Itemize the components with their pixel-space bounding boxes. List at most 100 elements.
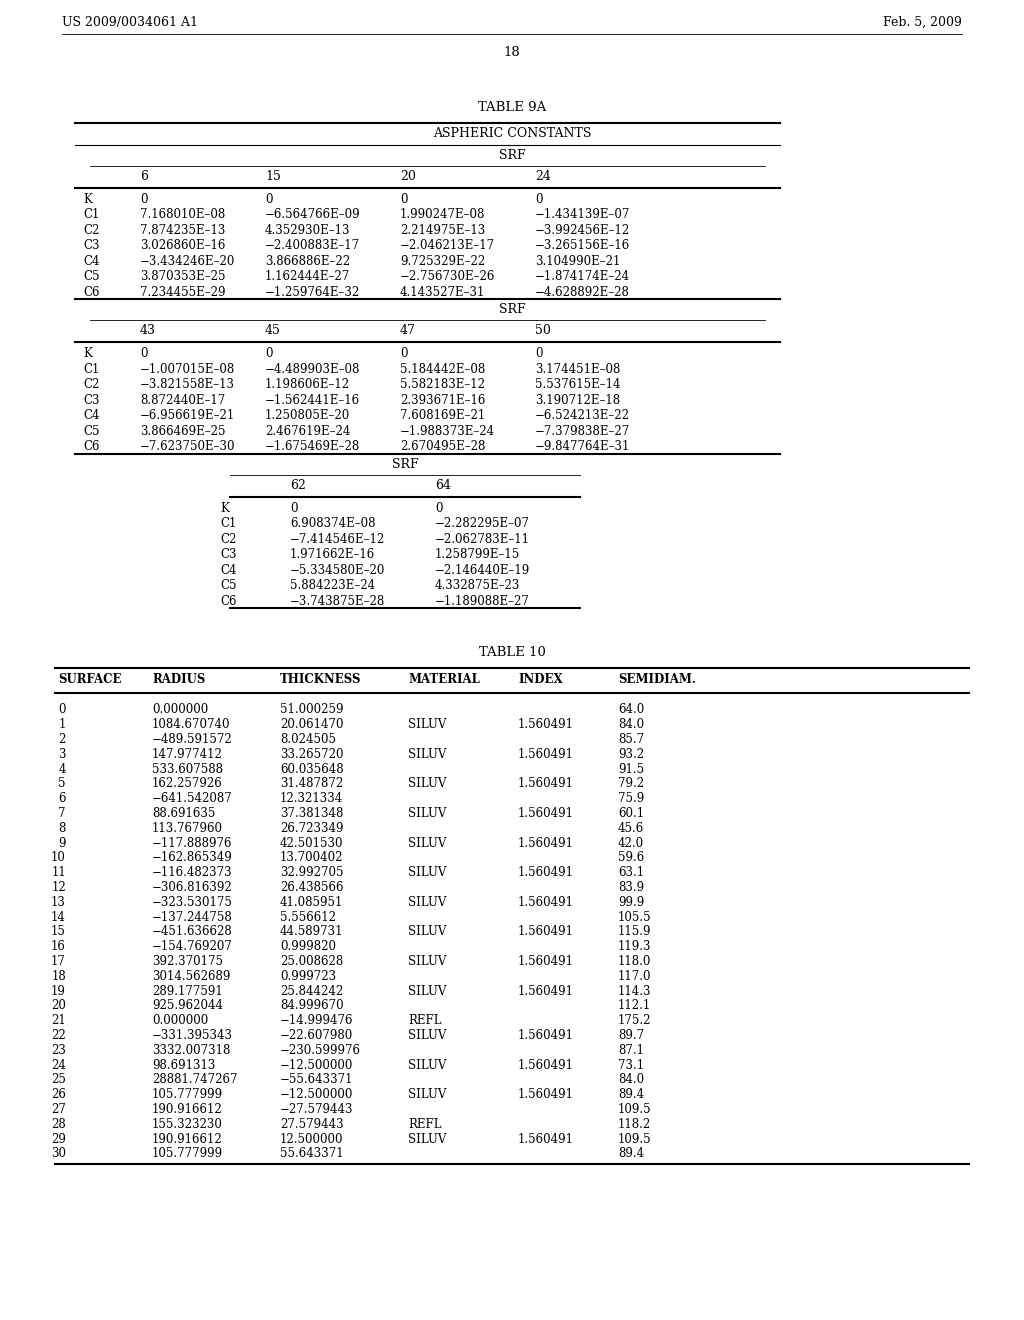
- Text: 89.4: 89.4: [618, 1147, 644, 1160]
- Text: 0.000000: 0.000000: [152, 704, 208, 717]
- Text: SILUV: SILUV: [408, 1030, 446, 1041]
- Text: 12: 12: [51, 880, 66, 894]
- Text: C3: C3: [83, 393, 99, 407]
- Text: 105.777999: 105.777999: [152, 1088, 223, 1101]
- Text: 533.607588: 533.607588: [152, 763, 223, 776]
- Text: 119.3: 119.3: [618, 940, 651, 953]
- Text: 2.214975E–13: 2.214975E–13: [400, 224, 485, 238]
- Text: 31.487872: 31.487872: [280, 777, 343, 791]
- Text: SRF: SRF: [499, 304, 525, 317]
- Text: 1.560491: 1.560491: [518, 777, 574, 791]
- Text: 1084.670740: 1084.670740: [152, 718, 230, 731]
- Text: 0: 0: [140, 347, 147, 360]
- Text: −1.874174E–24: −1.874174E–24: [535, 271, 630, 284]
- Text: −6.564766E–09: −6.564766E–09: [265, 209, 360, 222]
- Text: 3.866886E–22: 3.866886E–22: [265, 255, 350, 268]
- Text: 89.7: 89.7: [618, 1030, 644, 1041]
- Text: 13: 13: [51, 896, 66, 909]
- Text: THICKNESS: THICKNESS: [280, 673, 361, 686]
- Text: −3.992456E–12: −3.992456E–12: [535, 224, 630, 238]
- Text: SURFACE: SURFACE: [58, 673, 122, 686]
- Text: 15: 15: [265, 170, 281, 183]
- Text: −2.062783E–11: −2.062783E–11: [435, 533, 530, 546]
- Text: 7.874235E–13: 7.874235E–13: [140, 224, 225, 238]
- Text: 1.560491: 1.560491: [518, 896, 574, 909]
- Text: 0: 0: [400, 347, 408, 360]
- Text: 47: 47: [400, 325, 416, 338]
- Text: 1.560491: 1.560491: [518, 1133, 574, 1146]
- Text: 3.174451E–08: 3.174451E–08: [535, 363, 621, 376]
- Text: 6: 6: [140, 170, 148, 183]
- Text: −3.434246E–20: −3.434246E–20: [140, 255, 236, 268]
- Text: SILUV: SILUV: [408, 896, 446, 909]
- Text: 84.0: 84.0: [618, 718, 644, 731]
- Text: 98.691313: 98.691313: [152, 1059, 215, 1072]
- Text: SILUV: SILUV: [408, 866, 446, 879]
- Text: −306.816392: −306.816392: [152, 880, 232, 894]
- Text: 15: 15: [51, 925, 66, 939]
- Text: C2: C2: [83, 224, 99, 238]
- Text: 9: 9: [58, 837, 66, 850]
- Text: 5.582183E–12: 5.582183E–12: [400, 379, 485, 392]
- Text: 62: 62: [290, 479, 306, 492]
- Text: −14.999476: −14.999476: [280, 1014, 353, 1027]
- Text: 64.0: 64.0: [618, 704, 644, 717]
- Text: 3332.007318: 3332.007318: [152, 1044, 230, 1057]
- Text: −6.956619E–21: −6.956619E–21: [140, 409, 236, 422]
- Text: 1.560491: 1.560491: [518, 866, 574, 879]
- Text: −1.189088E–27: −1.189088E–27: [435, 595, 529, 609]
- Text: −1.007015E–08: −1.007015E–08: [140, 363, 236, 376]
- Text: 45.6: 45.6: [618, 822, 644, 834]
- Text: 27: 27: [51, 1104, 66, 1117]
- Text: 118.2: 118.2: [618, 1118, 651, 1131]
- Text: −230.599976: −230.599976: [280, 1044, 361, 1057]
- Text: 5.537615E–14: 5.537615E–14: [535, 379, 621, 392]
- Text: 2: 2: [58, 733, 66, 746]
- Text: 25.008628: 25.008628: [280, 956, 343, 968]
- Text: SRF: SRF: [499, 149, 525, 162]
- Text: 117.0: 117.0: [618, 970, 651, 983]
- Text: 7.168010E–08: 7.168010E–08: [140, 209, 225, 222]
- Text: C5: C5: [220, 579, 237, 593]
- Text: SILUV: SILUV: [408, 777, 446, 791]
- Text: 1.250805E–20: 1.250805E–20: [265, 409, 350, 422]
- Text: −2.046213E–17: −2.046213E–17: [400, 239, 496, 252]
- Text: 28881.747267: 28881.747267: [152, 1073, 238, 1086]
- Text: ASPHERIC CONSTANTS: ASPHERIC CONSTANTS: [433, 127, 591, 140]
- Text: 6: 6: [58, 792, 66, 805]
- Text: 84.0: 84.0: [618, 1073, 644, 1086]
- Text: 7.234455E–29: 7.234455E–29: [140, 286, 225, 300]
- Text: 83.9: 83.9: [618, 880, 644, 894]
- Text: 1.560491: 1.560491: [518, 985, 574, 998]
- Text: −331.395343: −331.395343: [152, 1030, 233, 1041]
- Text: 155.323230: 155.323230: [152, 1118, 223, 1131]
- Text: 4.352930E–13: 4.352930E–13: [265, 224, 350, 238]
- Text: 87.1: 87.1: [618, 1044, 644, 1057]
- Text: −489.591572: −489.591572: [152, 733, 232, 746]
- Text: SILUV: SILUV: [408, 718, 446, 731]
- Text: 1.560491: 1.560491: [518, 718, 574, 731]
- Text: 1.560491: 1.560491: [518, 837, 574, 850]
- Text: 1.560491: 1.560491: [518, 1059, 574, 1072]
- Text: C4: C4: [220, 564, 237, 577]
- Text: 4: 4: [58, 763, 66, 776]
- Text: C1: C1: [83, 363, 99, 376]
- Text: C1: C1: [83, 209, 99, 222]
- Text: 0.999820: 0.999820: [280, 940, 336, 953]
- Text: Feb. 5, 2009: Feb. 5, 2009: [883, 16, 962, 29]
- Text: 6.908374E–08: 6.908374E–08: [290, 517, 376, 531]
- Text: 190.916612: 190.916612: [152, 1133, 223, 1146]
- Text: 162.257926: 162.257926: [152, 777, 223, 791]
- Text: 5.184442E–08: 5.184442E–08: [400, 363, 485, 376]
- Text: 22: 22: [51, 1030, 66, 1041]
- Text: 1.560491: 1.560491: [518, 1030, 574, 1041]
- Text: −4.628892E–28: −4.628892E–28: [535, 286, 630, 300]
- Text: RADIUS: RADIUS: [152, 673, 206, 686]
- Text: 0: 0: [535, 347, 543, 360]
- Text: 1.258799E–15: 1.258799E–15: [435, 549, 520, 561]
- Text: 1.198606E–12: 1.198606E–12: [265, 379, 350, 392]
- Text: 0: 0: [290, 502, 298, 515]
- Text: 27.579443: 27.579443: [280, 1118, 344, 1131]
- Text: 9.725329E–22: 9.725329E–22: [400, 255, 485, 268]
- Text: 3.026860E–16: 3.026860E–16: [140, 239, 225, 252]
